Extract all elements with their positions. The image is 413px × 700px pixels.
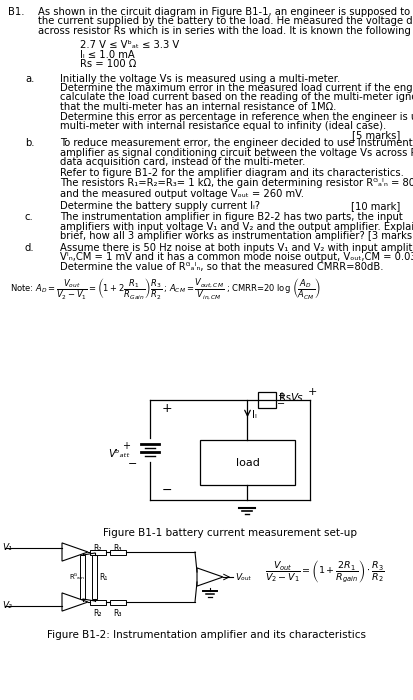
Text: −: − — [128, 459, 137, 469]
Text: +: + — [276, 391, 284, 401]
Text: Initially the voltage Vs is measured using a multi-meter.: Initially the voltage Vs is measured usi… — [60, 74, 339, 83]
Text: Determine the maximum error in the measured load current if the engineer: Determine the maximum error in the measu… — [60, 83, 413, 93]
Text: [5 marks]: [5 marks] — [351, 130, 399, 141]
Text: Vs: Vs — [289, 393, 302, 403]
Text: Iₗ: Iₗ — [252, 410, 256, 420]
Text: As shown in the circuit diagram in Figure B1-1, an engineer is supposed to measu: As shown in the circuit diagram in Figur… — [38, 7, 413, 17]
Text: −: − — [276, 399, 285, 409]
Bar — [80, 555, 85, 599]
Text: d.: d. — [25, 243, 35, 253]
Text: brief, how all 3 amplifier works as instrumentation amplifier? [3 marks]: brief, how all 3 amplifier works as inst… — [60, 231, 413, 241]
Text: c.: c. — [25, 212, 34, 222]
Text: Refer to figure B1-2 for the amplifier diagram and its characteristics.: Refer to figure B1-2 for the amplifier d… — [60, 169, 403, 178]
Text: Assume there is 50 Hz noise at both inputs V₁ and V₂ with input amplitude: Assume there is 50 Hz noise at both inpu… — [60, 243, 413, 253]
Text: load: load — [235, 458, 259, 468]
Bar — [110, 550, 126, 554]
Bar — [92, 555, 97, 599]
Text: a.: a. — [25, 74, 34, 83]
Text: Note: $A_D = \dfrac{V_{out}}{V_2-V_1} = \left(1 + 2\dfrac{R_1}{R_{Gain}}\right)\: Note: $A_D = \dfrac{V_{out}}{V_2-V_1} = … — [10, 276, 320, 300]
Text: Figure B1-1 battery current measurement set-up: Figure B1-1 battery current measurement … — [103, 528, 356, 538]
Text: and the measured output voltage Vₒᵤₜ = 260 mV.: and the measured output voltage Vₒᵤₜ = 2… — [60, 190, 303, 200]
Text: Determine the battery supply current Iₗ?: Determine the battery supply current Iₗ? — [60, 201, 259, 211]
Bar — [90, 599, 106, 605]
Text: amplifiers with input voltage V₁ and V₂ and the output amplifier. Explain in: amplifiers with input voltage V₁ and V₂ … — [60, 222, 413, 232]
Text: To reduce measurement error, the engineer decided to use Instrumentation: To reduce measurement error, the enginee… — [60, 138, 413, 148]
Text: amplifier as signal conditioning circuit between the voltage Vs across Rs and: amplifier as signal conditioning circuit… — [60, 148, 413, 158]
Text: Vᵇₐₜₜ: Vᵇₐₜₜ — [108, 449, 129, 459]
Text: The resistors R₁=R₂=R₃= 1 kΩ, the gain determining resistor Rᴳₐᴵₙ = 80 Ω: The resistors R₁=R₂=R₃= 1 kΩ, the gain d… — [60, 178, 413, 188]
Text: +: + — [122, 441, 130, 451]
Text: R₂: R₂ — [93, 544, 102, 553]
Bar — [90, 550, 106, 554]
Text: the current supplied by the battery to the load. He measured the voltage drop Vs: the current supplied by the battery to t… — [38, 17, 413, 27]
Text: Figure B1-2: Instrumentation amplifier and its characteristics: Figure B1-2: Instrumentation amplifier a… — [47, 630, 366, 640]
Text: R₃: R₃ — [114, 609, 122, 618]
Text: Vₒᵤₜ: Vₒᵤₜ — [235, 573, 251, 582]
Text: Rs: Rs — [278, 393, 290, 403]
Text: +: + — [161, 402, 172, 414]
Text: $\dfrac{V_{out}}{V_2 - V_1} = \left(1 + \dfrac{2R_1}{R_{gain}}\right) \cdot \dfr: $\dfrac{V_{out}}{V_2 - V_1} = \left(1 + … — [264, 559, 384, 585]
Bar — [257, 392, 275, 408]
Text: −: − — [161, 484, 172, 496]
Text: Rᴳₐᴵₙ: Rᴳₐᴵₙ — [69, 574, 84, 580]
Text: across resistor Rs which is in series with the load. It is known the following d: across resistor Rs which is in series wi… — [38, 26, 413, 36]
Text: b.: b. — [25, 138, 34, 148]
Text: Iₗ ≤ 1.0 mA: Iₗ ≤ 1.0 mA — [80, 50, 134, 60]
Text: B1.: B1. — [8, 7, 24, 17]
Text: [10 mark]: [10 mark] — [350, 201, 399, 211]
Bar — [199, 440, 294, 485]
Text: +: + — [307, 387, 317, 397]
Text: R₂: R₂ — [93, 609, 102, 618]
Text: R₁: R₁ — [99, 573, 107, 582]
Text: Vᴵₙ,CM = 1 mV and it has a common mode noise output, Vₒᵤₜ,CM = 0.03 mV: Vᴵₙ,CM = 1 mV and it has a common mode n… — [60, 252, 413, 262]
Text: that the multi-meter has an internal resistance of 1MΩ.: that the multi-meter has an internal res… — [60, 102, 336, 112]
Text: 2.7 V ≤ Vᵇₐₜ ≤ 3.3 V: 2.7 V ≤ Vᵇₐₜ ≤ 3.3 V — [80, 40, 179, 50]
Text: multi-meter with internal resistance equal to infinity (ideal case).: multi-meter with internal resistance equ… — [60, 121, 385, 131]
Text: R₃: R₃ — [114, 544, 122, 553]
Text: V₁: V₁ — [2, 542, 12, 552]
Text: Determine the value of Rᴳₐᴵₙ, so that the measured CMRR=80dB.: Determine the value of Rᴳₐᴵₙ, so that th… — [60, 262, 382, 272]
Text: calculate the load current based on the reading of the multi-meter ignoring: calculate the load current based on the … — [60, 92, 413, 102]
Text: data acquisition card, instead of the multi-meter.: data acquisition card, instead of the mu… — [60, 157, 305, 167]
Text: Determine this error as percentage in reference when the engineer is using: Determine this error as percentage in re… — [60, 111, 413, 122]
Text: V₂: V₂ — [2, 601, 12, 610]
Bar — [110, 599, 126, 605]
Text: The instrumentation amplifier in figure B2-2 has two parts, the input: The instrumentation amplifier in figure … — [60, 212, 402, 222]
Text: Rs = 100 Ω: Rs = 100 Ω — [80, 60, 136, 69]
